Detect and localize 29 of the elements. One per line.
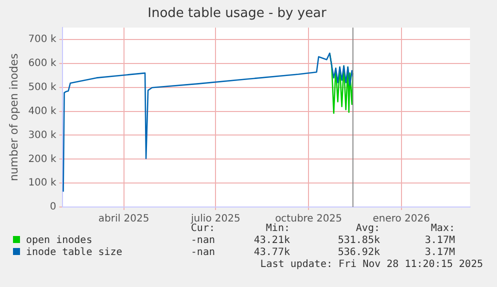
text: Min: (266, 223, 290, 234)
legend-label: open inodes (25, 235, 92, 246)
y-tick-label: 600 k (28, 58, 56, 70)
text: Max: (430, 223, 455, 234)
text: 536.92k (338, 247, 380, 258)
text: 531.85k (338, 235, 380, 246)
text: -nan (190, 247, 215, 258)
text: Avg: (356, 223, 380, 234)
x-tick-label: julio 2025 (190, 214, 240, 225)
x-tick-label: abril 2025 (98, 214, 150, 225)
text: Last update: Fri Nov 28 11:20:15 2025 (260, 259, 483, 270)
y-tick-label: 100 k (28, 178, 56, 189)
legend-label: inode table size (25, 247, 122, 258)
text: Cur: (190, 223, 215, 234)
text: 3.17M (424, 235, 455, 246)
text: 43.21k (254, 235, 290, 246)
text: 3.17M (424, 247, 455, 258)
y-tick-label: 700 k (28, 34, 56, 46)
chart-title: Inode table usage - by year (148, 6, 328, 22)
y-tick-label: 200 k (28, 154, 56, 165)
x-tick-label: octubre 2025 (275, 214, 342, 225)
text: 43.77k (254, 247, 290, 258)
x-tick-label: enero 2026 (372, 214, 430, 225)
y-tick-label: 400 k (28, 106, 56, 117)
text: -nan (190, 235, 215, 246)
y-tick-label: 500 k (28, 82, 56, 93)
y-axis-title: number of open inodes (7, 53, 20, 182)
y-tick-label: 300 k (28, 130, 56, 141)
y-tick-label: 0 (50, 202, 56, 213)
